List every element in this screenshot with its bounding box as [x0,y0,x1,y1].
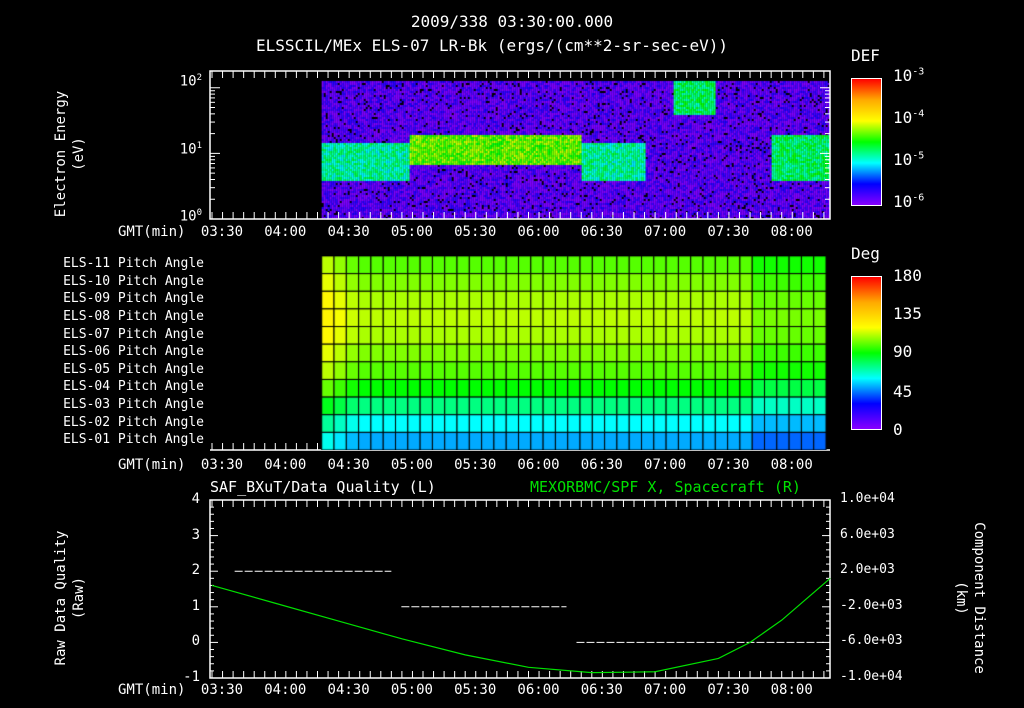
pitch-row-label: ELS-09 Pitch Angle [63,291,204,307]
time-tick-label: 04:30 [327,457,370,473]
time-tick-label: 04:30 [327,224,370,240]
pitch-angle-grid [210,256,830,450]
time-tick-label: 06:30 [580,224,623,240]
distance-tick-label: -1.0e+04 [840,669,903,684]
quality-tick-label: -1 [183,669,200,685]
pitch-row-label: ELS-07 Pitch Angle [63,326,204,342]
cbtick: 0 [893,420,903,439]
time-tick-label: 03:30 [200,457,244,473]
cbtick: 10-4 [893,108,925,127]
pitch-row-label: ELS-01 Pitch Angle [63,432,204,448]
quality-axis-label: Raw Data Quality (Raw) [53,530,87,666]
time-tick-label: 03:30 [200,224,244,240]
time-tick-label: 07:00 [644,224,687,240]
quality-tick-label: 2 [191,562,200,579]
distance-tick-label: 6.0e+03 [840,526,895,542]
time-tick-label: 04:00 [264,457,307,473]
pitch-row-label: ELS-02 Pitch Angle [63,414,204,430]
energy-spectrogram [210,71,830,219]
colorbar-label-def: DEF [851,46,880,65]
time-tick-label: 06:00 [517,457,560,473]
cbtick: 135 [893,304,922,323]
cbtick: 10-3 [893,66,925,85]
right-series-title: MEXORBMC/SPF X, Spacecraft (R) [530,478,801,496]
pitch-row-label: ELS-05 Pitch Angle [63,361,204,377]
time-tick-label: 04:30 [327,682,370,698]
cbtick: 10-6 [893,192,925,211]
distance-axis-label: Component Distance (km) [953,522,987,674]
time-tick-label: 05:30 [454,224,497,240]
time-tick-label: 07:00 [644,457,687,473]
spectrogram-title: ELSSCIL/MEx ELS-07 LR-Bk (ergs/(cm**2-sr… [255,36,729,55]
time-tick-label: 05:00 [390,682,433,698]
time-tick-label: 05:00 [390,457,433,473]
timestamp: 2009/338 03:30:00.000 [410,12,614,31]
time-tick-label: 03:30 [200,682,244,698]
quality-tick-label: 3 [191,526,200,543]
time-tick-label: 07:30 [707,682,750,698]
time-tick-label: 05:30 [454,457,497,473]
time-tick-label: 06:30 [580,682,623,698]
plot-frame [209,499,831,679]
time-tick-label: 04:00 [264,682,307,698]
ytick: 101 [179,141,202,158]
time-tick-label: 07:30 [707,224,750,240]
pitch-row-label: ELS-06 Pitch Angle [63,344,204,360]
cbtick: 45 [893,382,913,401]
distance-tick-label: -2.0e+03 [840,597,903,613]
distance-tick-label: 2.0e+03 [840,562,895,578]
cbtick: 90 [893,342,913,361]
pitch-row-label: ELS-11 Pitch Angle [63,256,204,271]
time-tick-label: 04:00 [264,224,307,240]
energy-axis-label: Electron Energy (eV) [53,90,87,218]
pitch-row-label: ELS-08 Pitch Angle [63,308,204,324]
pitch-row-label: ELS-10 Pitch Angle [63,273,204,289]
deg-colorbar [851,276,882,430]
quality-tick-label: 0 [191,633,200,650]
time-tick-label: 05:00 [390,224,433,240]
time-tick-label: 07:30 [707,457,750,473]
ytick: 102 [179,73,202,90]
cbtick: 180 [893,266,922,285]
time-tick-label: 08:00 [770,224,813,240]
distance-tick-label: -6.0e+03 [840,633,903,649]
def-colorbar [851,78,882,206]
pitch-row-label: ELS-04 Pitch Angle [63,379,204,395]
time-tick-label: 07:00 [644,682,687,698]
time-tick-label: 06:30 [580,457,623,473]
time-tick-label: 08:00 [770,457,813,473]
time-tick-label: 08:00 [770,682,813,698]
quality-tick-label: 1 [191,597,200,614]
time-axis-label: GMT(min) [118,457,186,473]
plot-frame [209,70,831,220]
time-axis-label: GMT(min) [118,682,186,698]
time-axis-label: GMT(min) [118,224,186,240]
colorbar-label-deg: Deg [851,244,880,263]
cbtick: 10-5 [893,150,925,169]
spf-x-line [211,577,831,674]
time-tick-label: 06:00 [517,224,560,240]
quality-tick-label: 4 [191,491,200,507]
ytick: 100 [179,208,202,225]
left-series-title: SAF_BXuT/Data Quality (L) [210,478,436,496]
time-tick-label: 06:00 [517,682,560,698]
time-tick-label: 05:30 [454,682,497,698]
distance-tick-label: 1.0e+04 [840,491,895,506]
pitch-row-label: ELS-03 Pitch Angle [63,397,204,413]
